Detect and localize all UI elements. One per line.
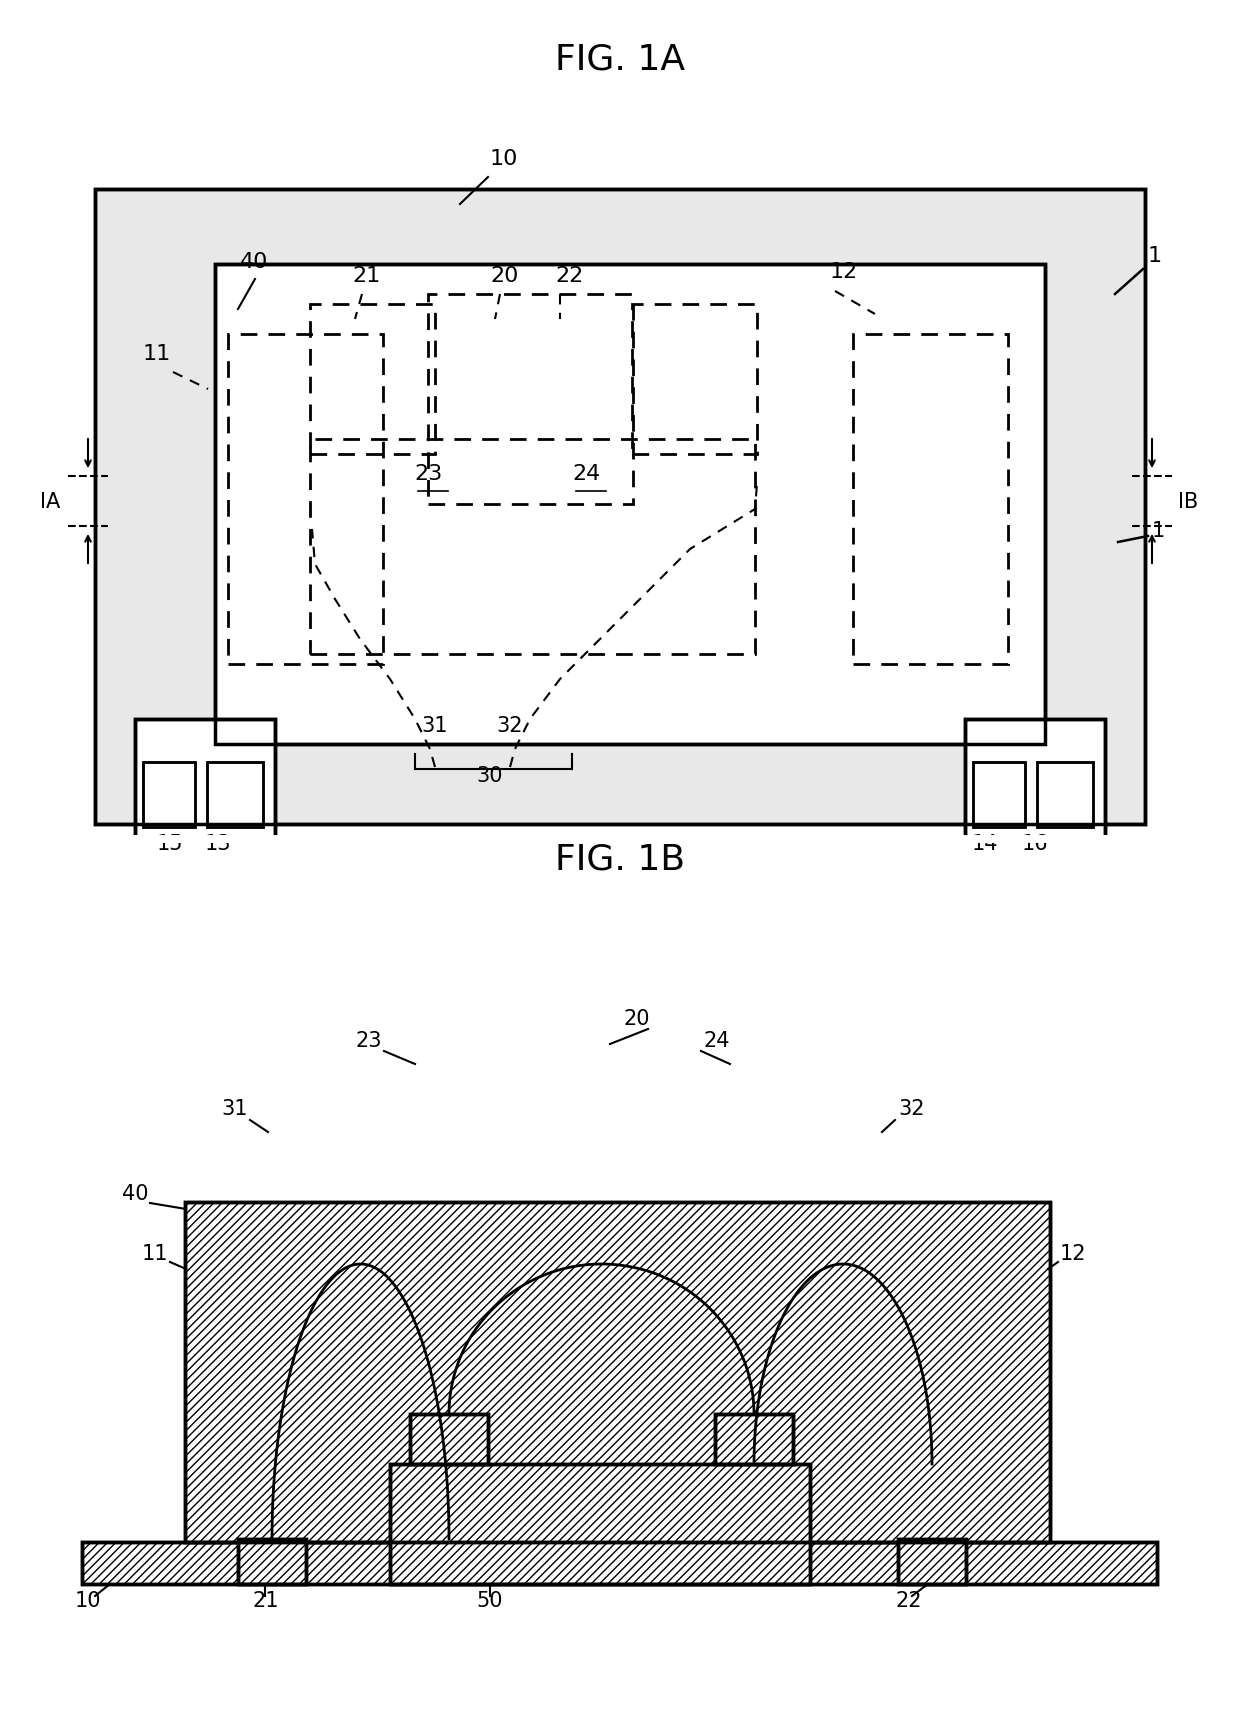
Text: 23: 23 [414,464,443,483]
Bar [853,334,1008,665]
Bar [207,763,263,828]
Bar [207,763,263,828]
Bar [215,266,1045,744]
Text: 50: 50 [476,1591,503,1609]
Bar [1037,763,1092,828]
Text: 31: 31 [222,1099,248,1118]
Text: IA: IA [40,492,60,512]
Text: 23: 23 [356,1030,382,1051]
Text: 40: 40 [122,1183,148,1203]
Text: 12: 12 [1060,1243,1086,1263]
Bar [238,1539,306,1584]
Bar [185,1202,1050,1543]
Text: 24: 24 [703,1030,729,1051]
Bar [965,720,1105,840]
Text: 24: 24 [572,464,600,483]
Bar [410,1414,489,1464]
Text: FIG. 1B: FIG. 1B [556,843,684,876]
Bar [143,763,195,828]
Text: 20: 20 [624,1008,650,1028]
Bar [391,1464,810,1584]
Text: 31: 31 [422,715,448,735]
Text: 10: 10 [74,1591,102,1609]
Bar [95,190,1145,824]
Bar [973,763,1025,828]
Bar [185,1202,1050,1543]
Bar [715,1414,794,1464]
Bar [898,1539,966,1584]
Bar [143,763,195,828]
Text: 12: 12 [830,262,858,281]
Text: 20: 20 [490,266,518,286]
Text: 11: 11 [141,1243,167,1263]
Text: 1: 1 [1148,245,1162,266]
Bar [228,334,383,665]
Text: 16: 16 [1022,833,1048,854]
Text: 32: 32 [497,715,523,735]
Bar [428,295,632,504]
Text: IB: IB [1178,492,1198,512]
Text: 22: 22 [895,1591,921,1609]
Bar [215,266,1045,744]
Bar [95,190,1145,824]
Bar [715,1414,794,1464]
Bar [898,1539,966,1584]
Bar [135,720,275,840]
Text: 30: 30 [476,766,503,785]
Bar [1037,763,1092,828]
Bar [632,305,756,454]
Text: 11: 11 [143,345,171,363]
Bar [310,440,755,655]
Bar [898,1539,966,1584]
Text: 40: 40 [241,252,268,273]
Bar [82,1543,1157,1584]
Bar [715,1414,794,1464]
Text: 32: 32 [898,1099,925,1118]
Text: FIG. 1A: FIG. 1A [556,43,684,77]
Bar [185,1202,1050,1543]
Bar [238,1539,306,1584]
Text: 14: 14 [972,833,998,854]
Bar [410,1414,489,1464]
Text: 1: 1 [1152,521,1166,540]
Bar [965,720,1105,840]
Text: 10: 10 [490,149,518,170]
Text: 15: 15 [156,833,184,854]
Text: 21: 21 [352,266,381,286]
Bar [238,1539,306,1584]
Text: 21: 21 [252,1591,279,1609]
Bar [135,720,275,840]
Bar [82,1543,1157,1584]
Bar [82,1543,1157,1584]
Bar [391,1464,810,1584]
Bar [391,1464,810,1584]
Bar [410,1414,489,1464]
Bar [310,305,435,454]
Text: 22: 22 [556,266,583,286]
Bar [973,763,1025,828]
Text: 13: 13 [205,833,231,854]
